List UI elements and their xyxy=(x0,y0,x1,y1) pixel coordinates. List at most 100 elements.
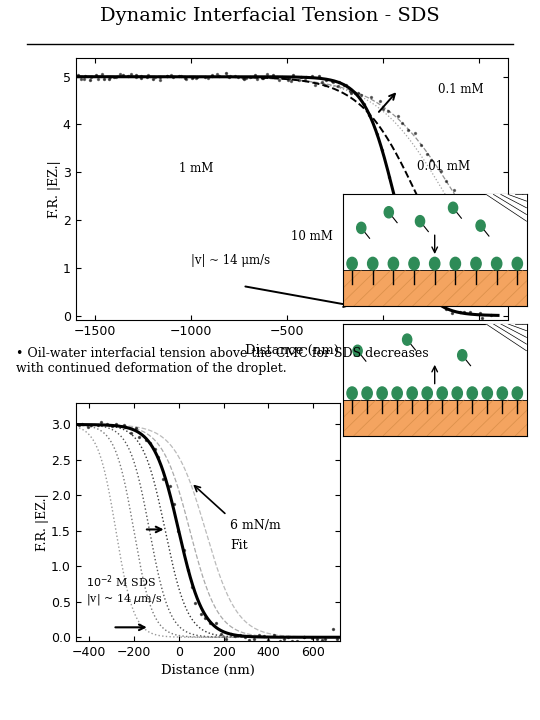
Point xyxy=(222,633,231,644)
Text: 1 mM: 1 mM xyxy=(179,162,214,175)
Point xyxy=(79,73,88,84)
Point xyxy=(144,70,152,81)
Point xyxy=(264,634,273,646)
Point xyxy=(154,451,163,463)
Point xyxy=(77,73,85,85)
Text: • Oil-water interfacial tension above the CMC for SDS decreases
with continued d: • Oil-water interfacial tension above th… xyxy=(16,347,429,375)
Point xyxy=(436,165,445,176)
Point xyxy=(313,633,321,644)
Point xyxy=(84,421,92,433)
Circle shape xyxy=(512,387,523,400)
Point xyxy=(78,418,87,430)
Point xyxy=(422,148,431,160)
Point xyxy=(240,73,248,84)
Circle shape xyxy=(458,350,467,361)
Point xyxy=(321,634,329,645)
Point xyxy=(375,96,384,107)
Point xyxy=(212,617,220,629)
Point xyxy=(454,194,463,206)
Point xyxy=(341,79,350,91)
Text: 6 mN/m: 6 mN/m xyxy=(231,519,281,533)
Point xyxy=(119,69,127,81)
Polygon shape xyxy=(486,194,526,221)
Point xyxy=(225,71,233,83)
Point xyxy=(384,105,393,117)
Point xyxy=(347,87,355,99)
Point xyxy=(289,69,298,81)
Point xyxy=(180,72,189,84)
Point xyxy=(437,297,445,309)
Point xyxy=(335,76,343,88)
Point xyxy=(448,307,456,318)
Circle shape xyxy=(377,387,387,400)
Point xyxy=(410,127,419,139)
Point xyxy=(176,71,185,82)
Circle shape xyxy=(357,222,366,233)
Point xyxy=(236,629,245,641)
Point xyxy=(300,631,309,643)
Point xyxy=(465,306,474,318)
Point xyxy=(197,608,205,620)
Point xyxy=(98,68,107,80)
Point xyxy=(328,623,337,634)
Point xyxy=(192,72,201,84)
Point xyxy=(480,235,488,246)
Point xyxy=(415,276,424,287)
Point xyxy=(184,564,193,576)
Point xyxy=(394,111,403,122)
Point xyxy=(217,628,225,639)
Point xyxy=(168,71,177,83)
Point xyxy=(286,76,295,87)
Circle shape xyxy=(437,387,447,400)
Point xyxy=(103,418,111,430)
Point xyxy=(314,71,323,82)
Point xyxy=(354,87,363,99)
Point xyxy=(460,307,469,318)
Point xyxy=(278,71,286,83)
Point xyxy=(242,72,251,84)
Point xyxy=(332,634,341,645)
Point xyxy=(364,109,373,120)
Circle shape xyxy=(500,204,509,215)
Point xyxy=(132,71,140,83)
Point xyxy=(255,629,264,640)
Point xyxy=(308,632,316,644)
Bar xyxy=(343,270,526,306)
Point xyxy=(175,70,184,81)
Point xyxy=(408,261,417,272)
Polygon shape xyxy=(486,324,526,351)
Point xyxy=(293,635,302,647)
Point xyxy=(86,71,95,83)
Text: 0.1 mM: 0.1 mM xyxy=(438,84,484,96)
Point xyxy=(476,224,485,235)
Point xyxy=(151,71,159,83)
Point xyxy=(132,69,140,81)
Point xyxy=(191,597,200,608)
Point xyxy=(214,71,223,82)
Point xyxy=(193,71,201,82)
Point xyxy=(188,71,197,83)
Point xyxy=(126,68,135,80)
Point xyxy=(340,80,348,91)
Point xyxy=(246,71,255,83)
Point xyxy=(300,631,308,643)
Point xyxy=(356,89,365,101)
Point xyxy=(296,71,305,83)
Point xyxy=(207,69,216,81)
Point xyxy=(284,631,292,642)
Point xyxy=(99,73,108,85)
Point xyxy=(308,70,316,81)
Text: Dynamic Interfacial Tension - SDS: Dynamic Interfacial Tension - SDS xyxy=(100,7,440,25)
Point xyxy=(112,71,120,82)
Circle shape xyxy=(471,257,481,270)
Point xyxy=(179,544,188,556)
Point xyxy=(373,129,381,140)
Text: |v| ~ 14 μm/s: |v| ~ 14 μm/s xyxy=(191,254,270,267)
Point xyxy=(416,139,425,150)
Point xyxy=(450,184,458,195)
Circle shape xyxy=(415,215,424,227)
Point xyxy=(104,73,113,85)
Point xyxy=(167,69,176,81)
Point xyxy=(300,75,309,86)
Point xyxy=(311,79,320,91)
